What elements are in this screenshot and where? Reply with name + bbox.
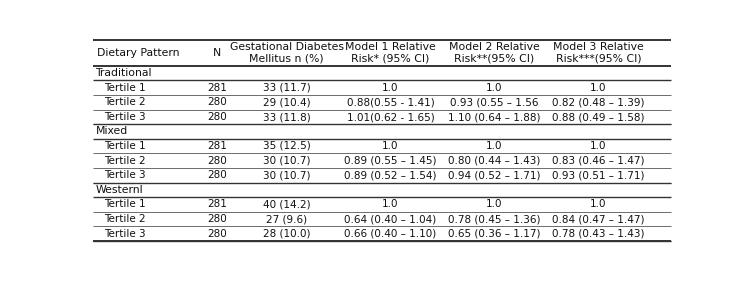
Text: 33 (11.7): 33 (11.7) (263, 83, 311, 93)
Text: 30 (10.7): 30 (10.7) (263, 156, 311, 166)
Text: N: N (213, 48, 221, 58)
Text: Tertile 2: Tertile 2 (104, 156, 146, 166)
Text: 1.0: 1.0 (382, 199, 399, 209)
Text: 280: 280 (207, 156, 227, 166)
Text: 29 (10.4): 29 (10.4) (263, 97, 311, 107)
Text: 0.80 (0.44 – 1.43): 0.80 (0.44 – 1.43) (448, 156, 541, 166)
Text: 0.78 (0.43 – 1.43): 0.78 (0.43 – 1.43) (552, 229, 644, 239)
Text: 1.0: 1.0 (590, 141, 606, 151)
Text: Westernl: Westernl (95, 185, 143, 195)
Text: 281: 281 (207, 141, 227, 151)
Text: Tertile 3: Tertile 3 (104, 229, 146, 239)
Text: 0.88 (0.49 – 1.58): 0.88 (0.49 – 1.58) (552, 112, 644, 122)
Text: 280: 280 (207, 112, 227, 122)
Text: 0.89 (0.55 – 1.45): 0.89 (0.55 – 1.45) (344, 156, 437, 166)
Text: 1.0: 1.0 (590, 83, 606, 93)
Text: 0.93 (0.55 – 1.56: 0.93 (0.55 – 1.56 (450, 97, 539, 107)
Text: Tertile 2: Tertile 2 (104, 214, 146, 224)
Text: 280: 280 (207, 214, 227, 224)
Text: 33 (11.8): 33 (11.8) (263, 112, 311, 122)
Text: 0.65 (0.36 – 1.17): 0.65 (0.36 – 1.17) (448, 229, 541, 239)
Text: 280: 280 (207, 97, 227, 107)
Text: 1.0: 1.0 (486, 83, 503, 93)
Text: 281: 281 (207, 83, 227, 93)
Text: Model 2 Relative
Risk**(95% CI): Model 2 Relative Risk**(95% CI) (449, 42, 540, 64)
Text: 35 (12.5): 35 (12.5) (263, 141, 311, 151)
Text: Gestational Diabetes
Mellitus n (%): Gestational Diabetes Mellitus n (%) (229, 42, 343, 64)
Text: 1.0: 1.0 (486, 199, 503, 209)
Text: 30 (10.7): 30 (10.7) (263, 171, 311, 181)
Text: 1.10 (0.64 – 1.88): 1.10 (0.64 – 1.88) (448, 112, 541, 122)
Text: Dietary Pattern: Dietary Pattern (97, 48, 179, 58)
Text: 280: 280 (207, 171, 227, 181)
Text: 0.84 (0.47 – 1.47): 0.84 (0.47 – 1.47) (552, 214, 644, 224)
Text: 0.82 (0.48 – 1.39): 0.82 (0.48 – 1.39) (552, 97, 644, 107)
Text: 0.64 (0.40 – 1.04): 0.64 (0.40 – 1.04) (344, 214, 437, 224)
Text: Tertile 1: Tertile 1 (104, 83, 146, 93)
Text: 27 (9.6): 27 (9.6) (266, 214, 307, 224)
Text: 0.83 (0.46 – 1.47): 0.83 (0.46 – 1.47) (552, 156, 644, 166)
Text: 0.66 (0.40 – 1.10): 0.66 (0.40 – 1.10) (344, 229, 437, 239)
Text: Tertile 2: Tertile 2 (104, 97, 146, 107)
Text: Model 1 Relative
Risk* (95% CI): Model 1 Relative Risk* (95% CI) (345, 42, 436, 64)
Text: 280: 280 (207, 229, 227, 239)
Text: Tertile 1: Tertile 1 (104, 141, 146, 151)
Text: Model 3 Relative
Risk***(95% CI): Model 3 Relative Risk***(95% CI) (553, 42, 644, 64)
Text: 0.88(0.55 - 1.41): 0.88(0.55 - 1.41) (346, 97, 434, 107)
Text: 1.0: 1.0 (382, 83, 399, 93)
Text: 0.78 (0.45 – 1.36): 0.78 (0.45 – 1.36) (448, 214, 541, 224)
Text: 28 (10.0): 28 (10.0) (263, 229, 311, 239)
Text: 40 (14.2): 40 (14.2) (263, 199, 311, 209)
Text: Mixed: Mixed (95, 127, 127, 137)
Text: Tertile 3: Tertile 3 (104, 171, 146, 181)
Text: 281: 281 (207, 199, 227, 209)
Text: Tertile 3: Tertile 3 (104, 112, 146, 122)
Text: 0.93 (0.51 – 1.71): 0.93 (0.51 – 1.71) (552, 171, 644, 181)
Text: 1.0: 1.0 (382, 141, 399, 151)
Text: 0.94 (0.52 – 1.71): 0.94 (0.52 – 1.71) (448, 171, 541, 181)
Text: 1.0: 1.0 (590, 199, 606, 209)
Text: Traditional: Traditional (95, 68, 152, 78)
Text: 1.0: 1.0 (486, 141, 503, 151)
Text: Tertile 1: Tertile 1 (104, 199, 146, 209)
Text: 0.89 (0.52 – 1.54): 0.89 (0.52 – 1.54) (344, 171, 437, 181)
Text: 1.01(0.62 - 1.65): 1.01(0.62 - 1.65) (346, 112, 434, 122)
